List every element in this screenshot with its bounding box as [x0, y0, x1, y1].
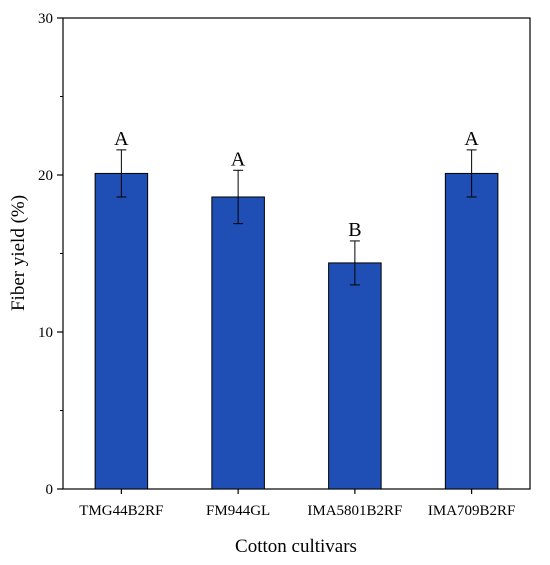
error-bars [116, 149, 477, 286]
significance-labels: A A B A [114, 128, 479, 241]
x-axis-title: Cotton cultivars [235, 536, 357, 557]
significance-label: A [231, 148, 246, 170]
bar-ima709b2rf [444, 172, 499, 490]
y-axis: 0 10 20 30 [38, 11, 63, 498]
significance-label: A [464, 128, 479, 150]
bar-fm944gl [211, 196, 265, 490]
x-tick-label: TMG44B2RF [79, 503, 163, 519]
y-tick-label: 0 [46, 482, 54, 498]
x-tick-label: IMA5801B2RF [307, 503, 402, 519]
x-tick-label: IMA709B2RF [428, 503, 516, 519]
y-tick-label: 20 [38, 168, 53, 184]
bar-ima5801b2rf [328, 262, 382, 490]
x-axis: TMG44B2RF FM944GL IMA5801B2RF IMA709B2RF [79, 489, 515, 519]
bars [94, 172, 499, 490]
y-tick-label: 10 [38, 325, 53, 341]
y-axis-title: Fiber yield (%) [8, 195, 29, 311]
significance-label: B [348, 219, 361, 241]
bar-tmg44b2rf [94, 172, 149, 490]
significance-label: A [114, 128, 129, 150]
x-tick-label: FM944GL [206, 503, 270, 519]
y-tick-label: 30 [38, 11, 53, 27]
